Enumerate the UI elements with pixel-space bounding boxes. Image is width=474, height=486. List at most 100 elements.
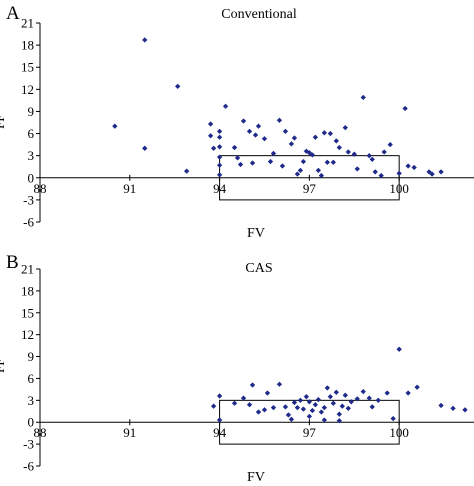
data-point-b <box>321 404 328 411</box>
data-point-a <box>342 124 349 131</box>
data-point-a <box>369 156 375 163</box>
data-point-a <box>216 144 223 150</box>
data-point-b <box>348 399 355 405</box>
y-tick-label-a: -3 <box>23 192 34 207</box>
data-point-b <box>318 409 325 415</box>
data-point-a <box>267 158 274 165</box>
data-point-a <box>411 164 417 171</box>
data-point-b <box>285 412 292 418</box>
data-point-a <box>255 123 262 129</box>
y-tick-label-a: 15 <box>21 60 34 75</box>
data-point-a <box>291 135 298 141</box>
data-point-a <box>429 171 435 177</box>
data-point-a <box>288 141 295 147</box>
data-point-a <box>249 160 256 166</box>
panel-label-b: B <box>6 252 19 273</box>
data-point-b <box>414 384 420 390</box>
data-point-a <box>261 135 268 142</box>
data-point-a <box>405 163 411 169</box>
y-tick-label-a: 3 <box>28 148 35 163</box>
y-tick-label-b: 18 <box>21 283 34 298</box>
data-point-b <box>303 393 310 400</box>
y-tick-label-b: 0 <box>28 415 35 430</box>
data-point-b <box>288 416 295 423</box>
data-point-a <box>231 144 238 151</box>
data-point-b <box>264 390 271 396</box>
data-point-a <box>318 172 325 179</box>
data-point-a <box>438 169 444 175</box>
data-point-a <box>321 130 328 136</box>
data-point-b <box>336 411 343 417</box>
x-tick-label-b: 97 <box>303 425 317 440</box>
y-tick-label-a: 12 <box>21 82 34 97</box>
y-tick-label-a: 0 <box>28 170 35 185</box>
data-point-a <box>216 128 223 135</box>
data-point-a <box>294 171 301 177</box>
y-tick-label-a: -6 <box>23 215 34 230</box>
data-point-b <box>291 399 298 406</box>
data-point-b <box>315 396 322 403</box>
data-point-a <box>360 94 367 101</box>
data-point-a <box>216 172 223 178</box>
data-point-a <box>282 128 289 135</box>
x-tick-label-b: 88 <box>34 425 47 440</box>
x-tick-label-b: 91 <box>123 425 136 440</box>
y-tick-label-b: -6 <box>23 459 34 474</box>
x-axis-label-a: FV <box>247 226 265 241</box>
data-point-a <box>246 128 253 135</box>
y-tick-label-b: 9 <box>28 349 35 364</box>
data-point-b <box>366 395 372 401</box>
y-tick-label-a: 6 <box>28 126 35 141</box>
data-point-b <box>333 389 340 396</box>
data-point-b <box>282 404 289 410</box>
data-point-b <box>462 407 468 413</box>
data-point-b <box>309 407 316 414</box>
data-point-b <box>312 401 319 408</box>
panel-a: A Conventional FF FV -6 -3 0 3 6 9 12 15 18 21 88 9… <box>0 3 474 241</box>
y-tick-label-b: 12 <box>21 327 34 342</box>
y-tick-label-b: 21 <box>21 262 34 277</box>
data-point-b <box>375 397 381 404</box>
data-point-a <box>234 155 241 161</box>
data-point-a <box>112 123 118 129</box>
data-point-b <box>255 409 262 415</box>
data-point-a <box>237 161 244 168</box>
data-point-a <box>381 149 387 155</box>
data-point-b <box>327 393 334 400</box>
data-point-b <box>276 381 283 388</box>
panel-label-a: A <box>6 3 20 24</box>
chart-title-a: Conventional <box>221 7 297 22</box>
y-axis-label-a: FF <box>0 115 7 129</box>
data-point-a <box>351 151 358 157</box>
data-point-b <box>210 403 217 409</box>
data-point-a <box>402 105 408 112</box>
data-point-a <box>216 154 223 160</box>
data-point-a <box>354 166 361 172</box>
data-point-a <box>174 83 181 90</box>
y-tick-label-a: 9 <box>28 104 35 119</box>
data-point-a <box>207 121 214 127</box>
data-point-b <box>438 402 444 409</box>
data-point-b <box>342 392 349 398</box>
data-point-a <box>387 141 393 148</box>
y-tick-label-b: -3 <box>23 437 34 452</box>
data-point-b <box>261 407 268 413</box>
data-point-a <box>345 149 352 155</box>
y-axis-label-b: FF <box>0 359 7 373</box>
data-point-a <box>276 117 283 124</box>
data-point-b <box>336 418 343 424</box>
data-point-a <box>324 159 331 166</box>
data-point-b <box>306 413 313 420</box>
y-tick-label-a: 18 <box>21 38 34 53</box>
data-point-a <box>216 134 223 140</box>
x-axis-label-b: FV <box>247 470 265 485</box>
data-point-a <box>333 138 340 144</box>
data-point-a <box>315 167 322 174</box>
data-point-b <box>321 417 328 423</box>
data-point-a <box>142 37 148 43</box>
data-point-b <box>405 390 411 396</box>
data-point-b <box>297 397 304 404</box>
data-point-a <box>366 152 372 159</box>
